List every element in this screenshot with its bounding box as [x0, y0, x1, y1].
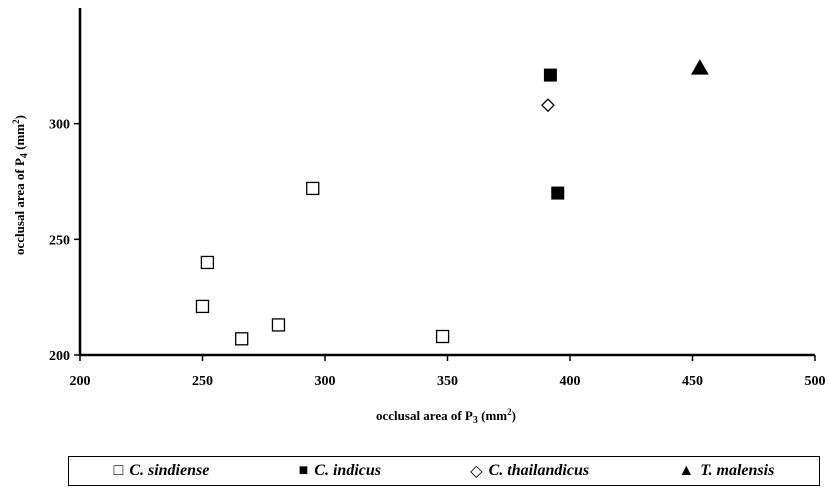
- legend: □ C. sindiense ■ C. indicus ◇ C. thailandicus…: [68, 456, 820, 486]
- data-point-c-indicus: [543, 68, 557, 82]
- data-point-c-sindiense: [235, 332, 249, 346]
- x-tick-label: 450: [682, 374, 703, 389]
- data-point-c-sindiense: [435, 329, 450, 344]
- y-tick-label: 200: [49, 349, 70, 364]
- data-point-c-thailandicus: [541, 98, 555, 113]
- x-tick-label: 300: [315, 374, 336, 389]
- data-point-c-sindiense: [271, 318, 286, 332]
- legend-item: ▲ T. malensis: [678, 462, 774, 480]
- legend-item: □ C. sindiense: [114, 462, 210, 480]
- x-tick-label: 200: [70, 374, 91, 389]
- x-tick-label: 500: [805, 374, 826, 389]
- filled-triangle-icon: ▲: [678, 462, 695, 479]
- data-point-c-sindiense: [200, 255, 215, 270]
- y-axis-title: occlusal area of P4 (mm2): [11, 115, 30, 255]
- open-square-icon: □: [113, 462, 124, 479]
- legend-label: C. sindiense: [129, 462, 210, 479]
- x-axis-title: occlusal area of P3 (mm2): [376, 407, 516, 426]
- open-diamond-icon: ◇: [470, 463, 483, 480]
- data-point-c-sindiense: [195, 299, 210, 314]
- scatter-chart: 200 250 300 350 400 450 500 200 250 300 occlusal …: [11, 8, 826, 426]
- legend-item: ◇ C. thailandicus: [470, 461, 589, 481]
- x-tick-label: 400: [560, 374, 581, 389]
- plot-area: 200 250 300 350 400 450 500 200 250 300: [49, 8, 826, 389]
- y-tick-label: 250: [49, 233, 70, 248]
- legend-label: C. indicus: [314, 462, 381, 479]
- legend-item: ■ C. indicus: [299, 462, 381, 480]
- legend-label: T. malensis: [700, 462, 775, 479]
- y-tick-label: 300: [49, 118, 70, 133]
- data-point-c-indicus: [551, 186, 565, 200]
- data-point-t-malensis: [690, 59, 709, 75]
- x-tick-label: 250: [192, 374, 213, 389]
- legend-label: C. thailandicus: [488, 462, 590, 479]
- filled-square-icon: ■: [298, 462, 309, 479]
- x-tick-label: 350: [437, 374, 458, 389]
- data-point-c-sindiense: [306, 181, 320, 196]
